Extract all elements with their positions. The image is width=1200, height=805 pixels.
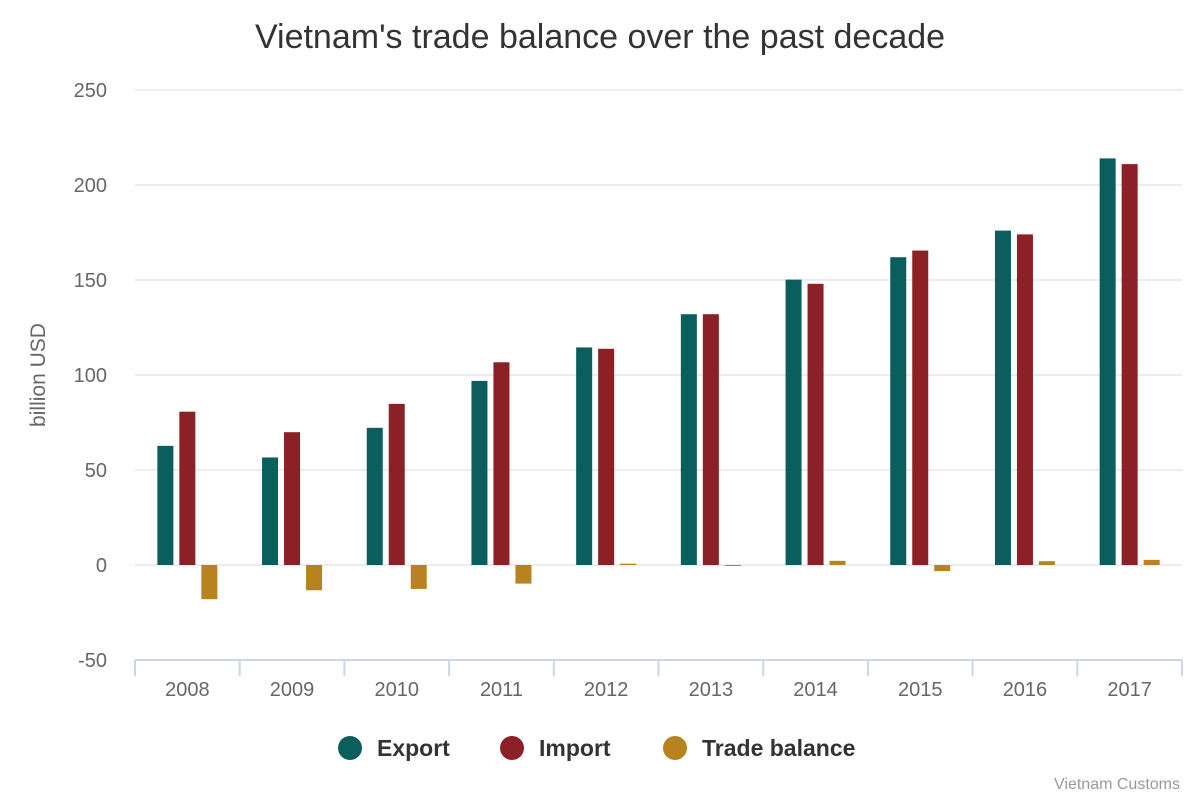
x-tick-label: 2015 — [898, 679, 943, 701]
legend-marker-import[interactable] — [500, 736, 524, 760]
bar-export-2010 — [366, 427, 383, 565]
x-tick-label: 2012 — [584, 679, 629, 701]
bar-trade-balance-2009 — [306, 565, 323, 591]
bar-import-2017 — [1121, 164, 1138, 565]
legend-marker-export[interactable] — [338, 736, 362, 760]
bar-trade-balance-2013 — [724, 565, 741, 566]
bar-export-2011 — [471, 380, 488, 565]
chart-title: Vietnam's trade balance over the past de… — [255, 18, 945, 56]
bar-trade-balance-2015 — [934, 565, 951, 572]
bar-trade-balance-2008 — [201, 565, 218, 600]
y-tick-label: 100 — [74, 365, 107, 387]
bar-export-2013 — [680, 314, 697, 565]
bar-export-2016 — [994, 230, 1011, 565]
x-tick-label: 2014 — [793, 679, 838, 701]
bar-trade-balance-2016 — [1038, 561, 1055, 565]
y-tick-label: 200 — [74, 175, 107, 197]
bar-export-2015 — [890, 257, 907, 565]
bar-import-2008 — [179, 411, 196, 565]
x-tick-label: 2010 — [375, 679, 420, 701]
x-tick-label: 2009 — [270, 679, 315, 701]
y-tick-label: 250 — [74, 80, 107, 102]
y-tick-labels: -50 0 50 100 150 200 250 — [74, 80, 107, 672]
bar-import-2010 — [388, 403, 405, 565]
y-tick-label: 50 — [85, 460, 107, 482]
bar-import-2011 — [493, 362, 510, 565]
legend-label-import[interactable]: Import — [539, 735, 611, 761]
bar-trade-balance-2017 — [1143, 559, 1160, 565]
y-tick-label: 150 — [74, 270, 107, 292]
y-tick-label: -50 — [78, 650, 107, 672]
bar-trade-balance-2012 — [620, 563, 637, 565]
bar-export-2014 — [785, 279, 802, 565]
bar-export-2008 — [157, 445, 174, 565]
x-tick-label: 2013 — [689, 679, 734, 701]
y-axis-label: billion USD — [27, 323, 50, 427]
bar-trade-balance-2010 — [410, 565, 427, 589]
x-tick-label: 2016 — [1003, 679, 1048, 701]
bars — [157, 158, 1160, 600]
x-axis: 2008 2009 2010 2011 2012 2013 2014 2015 2016 2017 — [134, 659, 1183, 701]
bar-export-2017 — [1099, 158, 1116, 565]
x-tick-label: 2008 — [165, 679, 210, 701]
legend-label-trade-balance[interactable]: Trade balance — [702, 735, 855, 761]
x-tick-label: 2011 — [480, 679, 523, 701]
bar-import-2015 — [912, 250, 929, 566]
legend: Export Import Trade balance — [338, 735, 855, 761]
bar-import-2016 — [1016, 234, 1033, 565]
bar-import-2009 — [284, 432, 301, 565]
bar-export-2012 — [576, 347, 593, 565]
legend-label-export[interactable]: Export — [377, 735, 450, 761]
bar-export-2009 — [262, 457, 279, 565]
bar-trade-balance-2011 — [515, 565, 532, 584]
bar-import-2013 — [702, 314, 719, 565]
y-tick-label: 0 — [96, 555, 107, 577]
bar-trade-balance-2014 — [829, 560, 846, 565]
x-tick-label: 2017 — [1107, 679, 1152, 701]
bar-import-2014 — [807, 283, 824, 565]
credit-text: Vietnam Customs — [1054, 776, 1180, 793]
legend-marker-trade-balance[interactable] — [663, 736, 687, 760]
bar-import-2012 — [598, 348, 615, 565]
